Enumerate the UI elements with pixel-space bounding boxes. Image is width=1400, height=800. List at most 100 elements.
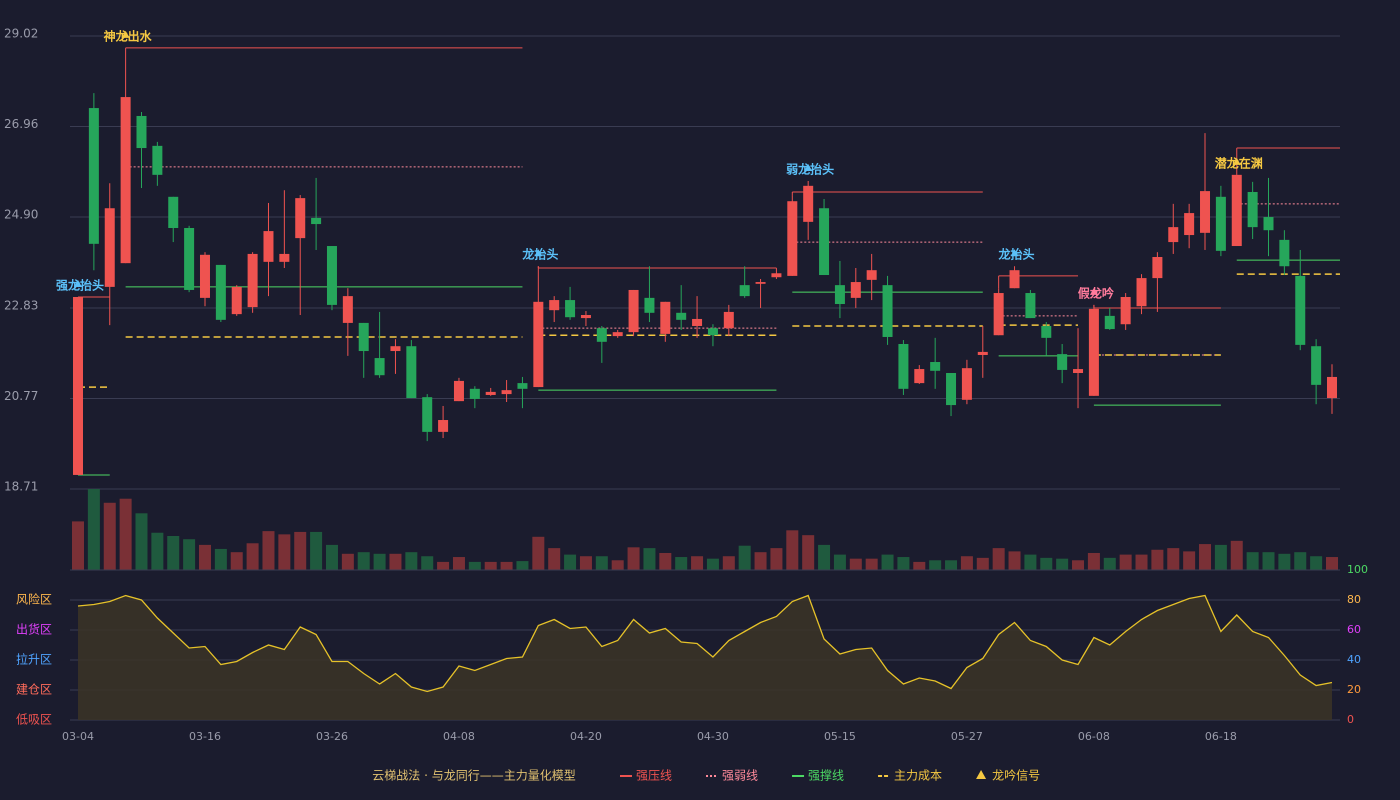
volume-bar <box>1024 554 1037 570</box>
candle-body <box>819 208 830 276</box>
volume-bar <box>119 498 132 570</box>
x-tick-label: 03-16 <box>189 730 221 743</box>
candle-body <box>263 231 274 262</box>
candle-body <box>628 289 639 333</box>
volume-bar <box>595 556 608 570</box>
volume-bar <box>500 561 513 570</box>
volume-bar <box>913 561 926 570</box>
volume-bar <box>675 557 688 570</box>
candle-body <box>1247 191 1258 228</box>
zone-label: 拉升区 <box>16 652 52 667</box>
candle-body <box>438 420 449 432</box>
candle-body <box>231 286 242 315</box>
candle-body <box>215 264 226 320</box>
volume-bar <box>643 548 656 570</box>
candle-body <box>676 312 687 320</box>
candle-body <box>1295 275 1306 345</box>
candle-body <box>1009 270 1020 289</box>
candle-body <box>993 293 1004 336</box>
candle-body <box>152 145 163 175</box>
volume-bar <box>357 552 370 570</box>
volume-bar <box>452 557 465 570</box>
candle-body <box>612 332 623 337</box>
zone-label: 建仓区 <box>16 683 52 697</box>
candle-body <box>882 285 893 337</box>
candle-body <box>184 228 195 290</box>
candle-body <box>1200 191 1211 233</box>
volume-bar <box>167 535 180 570</box>
volume-bar <box>183 539 196 570</box>
candle-body <box>771 273 782 278</box>
volume-bar <box>881 554 894 570</box>
volume-bar <box>706 558 719 570</box>
volume-bar <box>262 531 275 570</box>
candle-body <box>803 185 814 222</box>
volume-bar <box>1040 557 1053 570</box>
candle-body <box>1168 227 1179 243</box>
volume-bar <box>897 557 910 570</box>
y-tick-label: 18.71 <box>4 480 38 494</box>
signal-marker <box>804 163 813 171</box>
candle-body <box>866 270 877 280</box>
signal-marker <box>74 279 82 287</box>
volume-bar <box>992 548 1005 570</box>
candle-body <box>342 296 353 323</box>
candle-body <box>914 369 925 384</box>
osc-tick-label: 0 <box>1347 713 1354 726</box>
candle-body <box>1327 376 1337 399</box>
candle-body <box>422 397 433 432</box>
candle-body <box>1311 346 1322 385</box>
osc-tick-label: 60 <box>1347 623 1361 636</box>
signal-marker <box>1089 287 1098 295</box>
volume-bar <box>1262 552 1275 570</box>
volume-bar <box>754 552 767 570</box>
zone-label: 低吸区 <box>16 713 52 727</box>
volume-bar <box>341 553 354 570</box>
candle-body <box>549 300 560 311</box>
y-tick-label: 26.96 <box>4 117 38 131</box>
volume-bar <box>1294 552 1307 570</box>
volume-bar <box>786 530 799 570</box>
candle-body <box>533 301 544 388</box>
candle-body <box>199 254 210 298</box>
candle-body <box>247 253 258 308</box>
x-tick-label: 04-08 <box>443 730 475 743</box>
candle-body <box>1041 325 1052 338</box>
candle-body <box>1136 278 1147 307</box>
volume-bar <box>865 558 878 570</box>
volume-bar <box>818 544 831 570</box>
volume-bar <box>611 560 624 570</box>
candle-body <box>326 246 337 305</box>
candle-body <box>1073 369 1084 374</box>
volume-bar <box>151 532 164 570</box>
volume-bar <box>1135 554 1148 570</box>
candle-body <box>517 383 528 389</box>
volume-bar <box>1103 557 1116 570</box>
candle-body <box>1215 196 1226 251</box>
volume-bar <box>325 544 338 570</box>
volume-bar <box>294 531 307 570</box>
signal-marker <box>1010 249 1019 257</box>
volume-bar <box>214 548 227 570</box>
x-tick-label: 05-27 <box>951 730 983 743</box>
y-tick-label: 29.02 <box>4 27 38 41</box>
volume-bar <box>1326 557 1338 570</box>
volume-bar <box>72 521 84 570</box>
volume-bar <box>770 548 783 570</box>
candle-body <box>1120 296 1131 325</box>
candle-body <box>755 282 766 284</box>
osc-tick-label: 80 <box>1347 593 1361 606</box>
volume-bar <box>532 536 545 570</box>
volume-bar <box>960 556 973 570</box>
candle-body <box>1279 239 1290 267</box>
legend-label: 龙吟信号 <box>992 768 1040 783</box>
volume-bar <box>1230 540 1243 570</box>
volume-bar <box>230 552 243 570</box>
legend-label: 强弱线 <box>722 769 758 783</box>
volume-bar <box>437 561 450 570</box>
candle-body <box>120 97 131 264</box>
candle-body <box>707 328 718 336</box>
model-title: 云梯战法 · 与龙同行——主力量化模型 <box>372 769 575 783</box>
legend-label: 主力成本 <box>894 769 942 783</box>
